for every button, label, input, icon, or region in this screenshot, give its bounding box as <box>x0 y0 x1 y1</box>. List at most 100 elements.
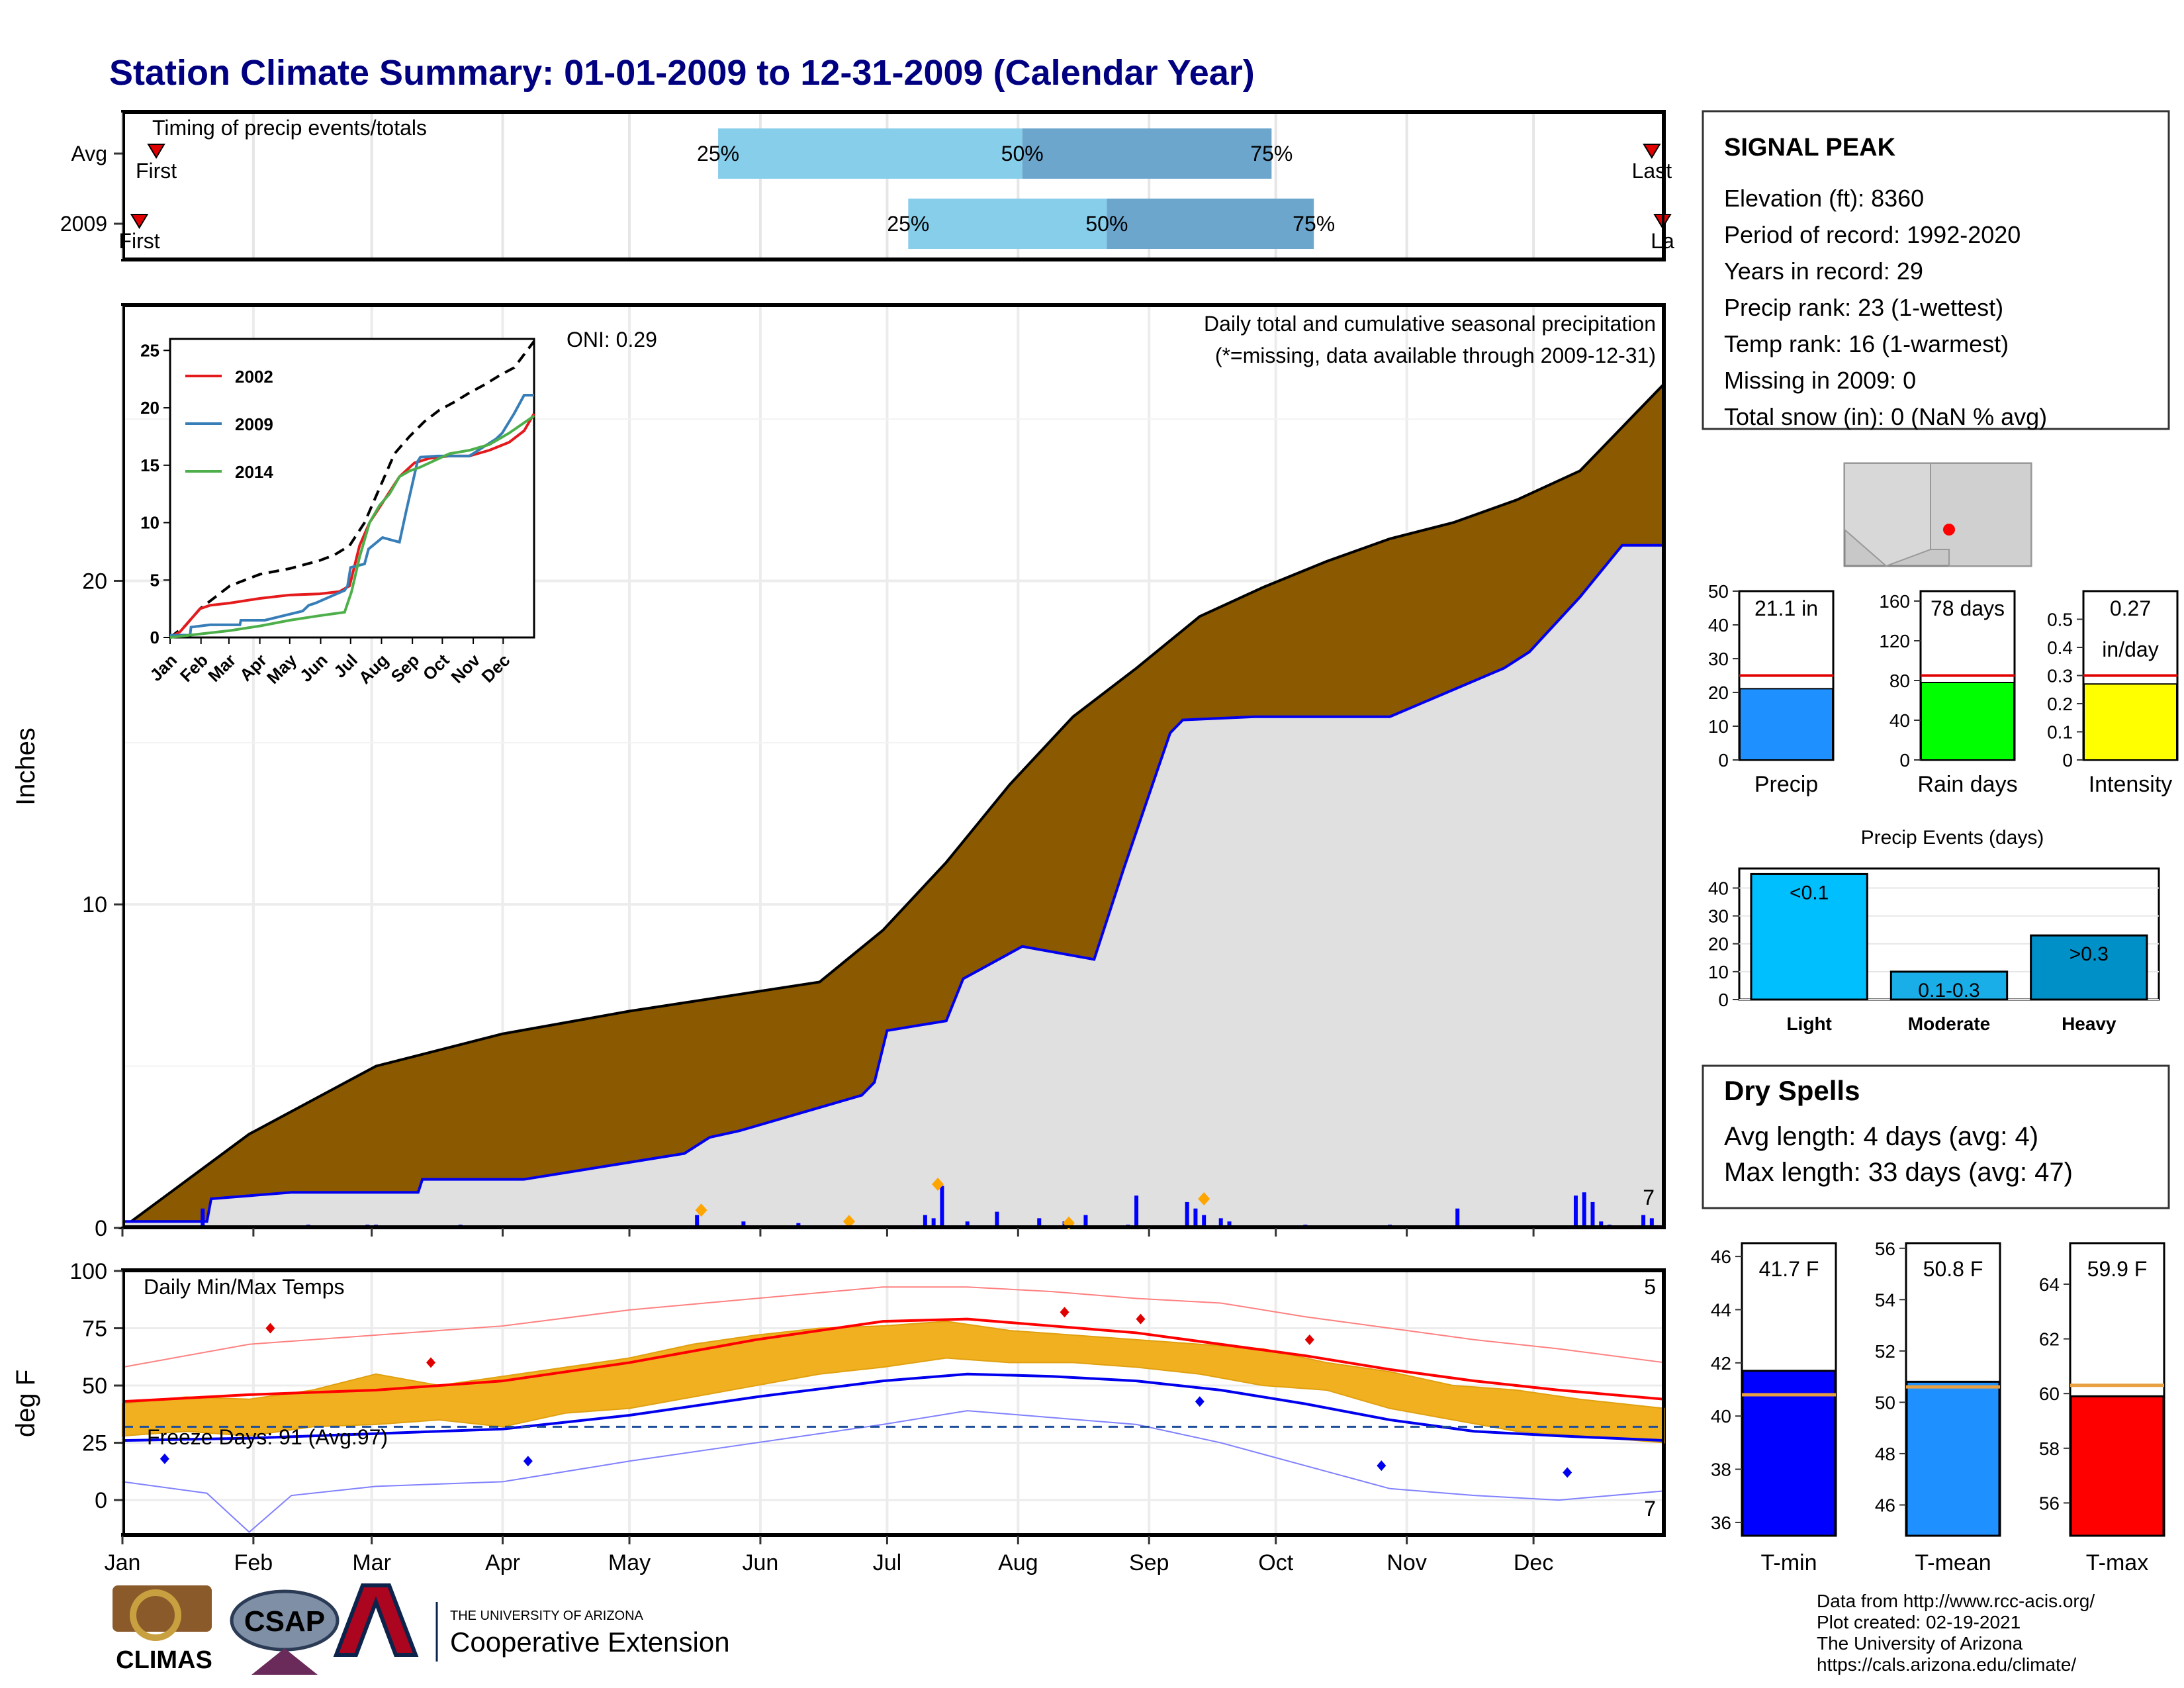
credit-line: https://cals.arizona.edu/climate/ <box>1817 1654 2076 1675</box>
station-info-line: Period of record: 1992-2020 <box>1724 221 2021 248</box>
temp-bar-ytick-label: 50 <box>1875 1392 1895 1413</box>
daily-precip-bar <box>1582 1192 1586 1228</box>
timing-last-text: Last <box>1632 159 1672 183</box>
temp-ytick-label: 75 <box>82 1317 107 1342</box>
temp-ytick-label: 100 <box>69 1259 107 1284</box>
precip-event-category: Moderate <box>1908 1013 1990 1034</box>
temp-bar-name: T-max <box>2086 1550 2148 1575</box>
min-count-label: 7 <box>1644 1497 1656 1521</box>
timing-p25-label: 25% <box>887 212 929 236</box>
daily-precip-marker <box>695 1203 707 1217</box>
events-ytick-label: 10 <box>1708 962 1729 982</box>
max-count-label: 5 <box>1644 1275 1656 1299</box>
timing-frame <box>122 111 1664 260</box>
temp-bar-ytick-label: 44 <box>1711 1299 1731 1320</box>
month-tick-label: Nov <box>1387 1550 1426 1575</box>
temp-bar-name: T-min <box>1761 1550 1817 1575</box>
temp-bar-value-label: 59.9 F <box>2087 1257 2148 1281</box>
timing-last-marker <box>1643 144 1661 159</box>
month-tick-label: Mar <box>352 1550 391 1575</box>
summary-value-label: 21.1 in <box>1754 596 1818 620</box>
temp-bar-ytick-label: 52 <box>1875 1341 1895 1362</box>
inset-ytick-label: 0 <box>150 628 159 647</box>
dry-spells-box <box>1702 1064 2170 1209</box>
csap-logo-text: CSAP <box>244 1605 325 1638</box>
credit-line: Data from http://www.rcc-acis.org/ <box>1817 1591 2095 1611</box>
temp-bar-ytick-label: 60 <box>2039 1383 2060 1404</box>
summary-bar-name: Rain days <box>1917 772 2017 797</box>
summary-bar <box>2083 683 2177 761</box>
temp-bar-name: T-mean <box>1915 1550 1991 1575</box>
inset-legend-label: 2014 <box>235 462 273 482</box>
temp-series-line <box>122 1372 1665 1442</box>
daily-precip-bar <box>931 1218 936 1228</box>
summary-bar <box>1739 688 1833 761</box>
temp-series-line <box>122 1410 1665 1533</box>
daily-precip-bar <box>1641 1215 1646 1228</box>
precip-events-title: Precip Events (days) <box>1861 827 2044 849</box>
daily-precip-bar <box>995 1211 999 1228</box>
summary-ytick-label: 80 <box>1889 671 1910 691</box>
events-ytick-label: 40 <box>1708 878 1729 898</box>
credit-line: The University of Arizona <box>1817 1633 2023 1654</box>
csap-logo-mountain <box>251 1648 318 1675</box>
ua-logo-small-text: THE UNIVERSITY OF ARIZONA <box>450 1609 644 1623</box>
daily-precip-bar <box>1185 1201 1189 1228</box>
daily-precip-bar <box>1218 1218 1223 1228</box>
summary-ytick-label: 30 <box>1708 649 1729 669</box>
station-info-box <box>1702 110 2170 430</box>
temp-bar-ytick-label: 46 <box>1875 1495 1895 1515</box>
precip-frame <box>122 305 1664 1228</box>
summary-bar-name: Precip <box>1754 772 1818 797</box>
month-tick-label: Jul <box>873 1550 901 1575</box>
record-max-marker <box>1304 1334 1314 1345</box>
timing-first-marker <box>147 144 165 159</box>
events-ytick-label: 20 <box>1708 934 1729 955</box>
temp-bar-ytick-label: 62 <box>2039 1329 2060 1350</box>
inset-ytick-label: 15 <box>140 455 159 475</box>
record-min-marker <box>1563 1467 1572 1478</box>
record-max-marker <box>1136 1313 1146 1325</box>
timing-p50-label: 50% <box>1085 212 1128 236</box>
summary-ytick-label: 0.5 <box>2047 610 2073 630</box>
daily-precip-bar <box>940 1186 944 1228</box>
temp-frame <box>122 1270 1664 1536</box>
temp-summary-bar <box>2070 1395 2165 1537</box>
daily-precip-bar <box>1649 1218 1654 1228</box>
precip-ytick-label: 10 <box>82 892 107 917</box>
summary-value-label: 0.27 <box>2110 596 2151 620</box>
climas-logo-ring <box>130 1589 181 1641</box>
station-name: SIGNAL PEAK <box>1724 134 1896 162</box>
daily-precip-bar <box>1134 1196 1139 1228</box>
inset-legend-label: 2002 <box>235 367 273 387</box>
precip-count-label: 7 <box>1643 1186 1655 1209</box>
timing-bar-25-50 <box>908 199 1107 249</box>
inset-ytick-label: 20 <box>140 398 159 418</box>
daily-precip-bar <box>201 1208 205 1228</box>
daily-precip-bar <box>1227 1221 1232 1228</box>
month-tick-label: Feb <box>234 1550 273 1575</box>
events-ytick-label: 30 <box>1708 906 1729 927</box>
temp-ytick-label: 25 <box>82 1431 107 1456</box>
temp-bar-ytick-label: 36 <box>1711 1513 1731 1533</box>
timing-bar-25-50 <box>718 128 1023 179</box>
record-min-marker <box>1195 1396 1205 1407</box>
record-max-marker <box>265 1323 275 1334</box>
precip-ytick-label: 20 <box>82 569 107 594</box>
summary-ytick-label: 160 <box>1879 591 1910 612</box>
temp-bar-ytick-label: 58 <box>2039 1438 2060 1459</box>
missing-note: (*=missing, data available through 2009-… <box>1215 344 1656 367</box>
inset-series-line <box>169 412 535 639</box>
observed-cumulative-area <box>122 545 1664 1229</box>
temp-bar-ytick-label: 56 <box>1875 1239 1895 1259</box>
timing-row-label: Avg <box>71 142 107 165</box>
summary-ytick-label: 0.1 <box>2047 722 2073 743</box>
precip-event-bar-label: 0.1-0.3 <box>1918 980 1979 1002</box>
freeze-days-label: Freeze Days: 91 (Avg:97) <box>147 1425 388 1449</box>
temp-bar-ytick-label: 46 <box>1711 1246 1731 1267</box>
record-max-marker <box>1060 1307 1069 1318</box>
temp-series-line <box>122 1286 1665 1368</box>
summary-unit-label: in/day <box>2102 637 2158 661</box>
timing-bar-50-75 <box>1022 128 1272 179</box>
